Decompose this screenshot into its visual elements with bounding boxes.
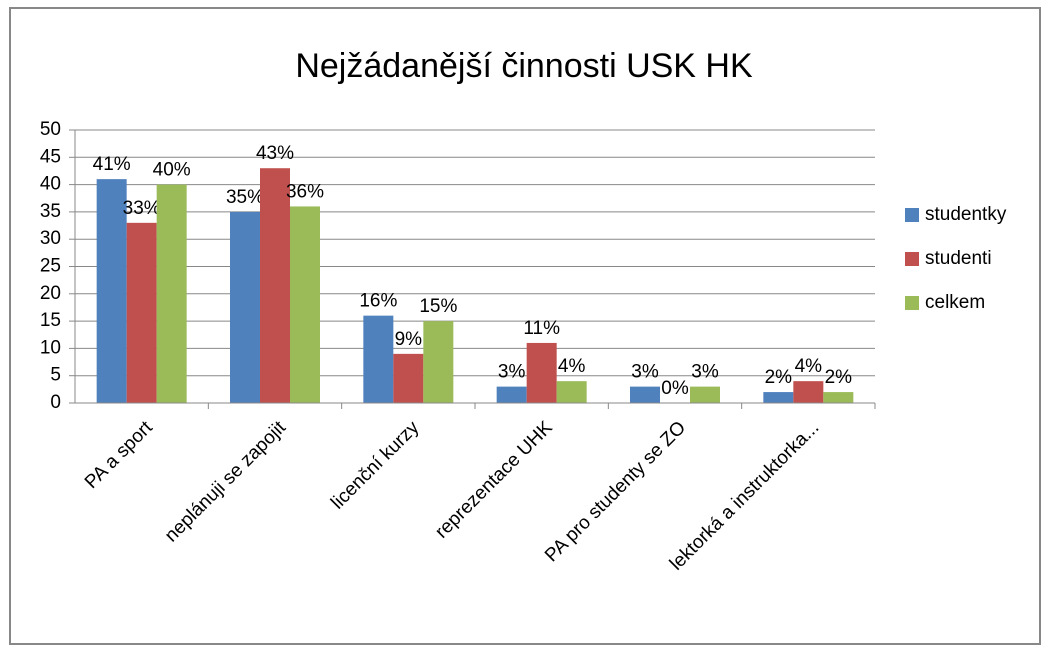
bar xyxy=(793,381,824,403)
value-label: 35% xyxy=(226,187,264,208)
bar xyxy=(526,342,557,403)
y-tick-label: 0 xyxy=(50,392,61,413)
legend-swatch xyxy=(905,252,919,266)
legend-label: studenti xyxy=(925,248,992,269)
value-label: 15% xyxy=(419,296,457,317)
bar xyxy=(260,168,290,403)
bar xyxy=(230,211,260,403)
value-label: 4% xyxy=(558,356,586,377)
value-label: 0% xyxy=(661,378,689,399)
bar xyxy=(556,381,587,403)
bar xyxy=(96,179,127,403)
chart-title: Nejžádanější činnosti USK HK xyxy=(295,47,753,85)
value-label: 36% xyxy=(286,181,324,202)
bar xyxy=(823,392,854,403)
y-tick-label: 50 xyxy=(40,119,61,140)
y-tick-label: 40 xyxy=(40,174,61,195)
value-label: 33% xyxy=(123,198,161,219)
y-tick-label: 5 xyxy=(50,365,61,386)
y-tick-label: 20 xyxy=(40,283,61,304)
value-label: 41% xyxy=(93,154,131,175)
y-tick-label: 30 xyxy=(40,228,61,249)
value-label: 16% xyxy=(359,291,397,312)
legend-label: celkem xyxy=(925,292,985,313)
y-tick-label: 10 xyxy=(40,337,61,358)
value-label: 40% xyxy=(153,160,191,181)
legend-swatch xyxy=(905,296,919,310)
bar xyxy=(363,315,394,403)
value-label: 4% xyxy=(795,356,823,377)
bar xyxy=(630,386,660,403)
value-label: 3% xyxy=(498,362,526,383)
value-label: 2% xyxy=(765,367,793,388)
bar xyxy=(290,206,320,403)
bar xyxy=(393,353,424,403)
bar xyxy=(126,222,157,403)
y-tick-label: 15 xyxy=(40,310,61,331)
legend-label: studentky xyxy=(925,204,1007,225)
value-label: 9% xyxy=(395,329,423,350)
y-tick-label: 35 xyxy=(40,201,61,222)
value-label: 3% xyxy=(691,362,719,383)
bar xyxy=(763,392,794,403)
bar xyxy=(156,184,187,403)
y-tick-label: 45 xyxy=(40,146,61,167)
value-label: 2% xyxy=(825,367,853,388)
bar xyxy=(496,386,527,403)
bar xyxy=(423,321,454,403)
value-label: 43% xyxy=(256,143,294,164)
value-label: 11% xyxy=(523,318,560,339)
bar xyxy=(690,386,720,403)
legend-swatch xyxy=(905,208,919,222)
value-label: 3% xyxy=(631,362,659,383)
y-tick-label: 25 xyxy=(40,256,61,277)
